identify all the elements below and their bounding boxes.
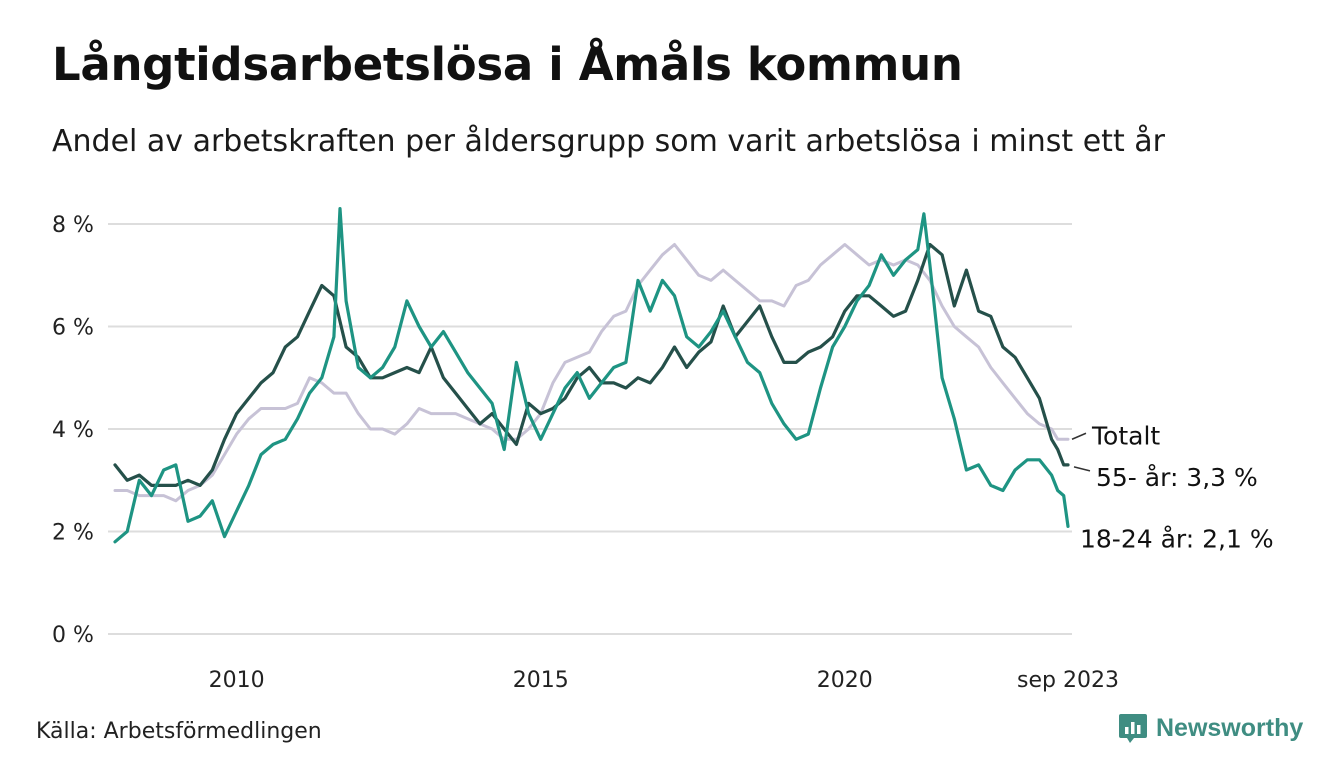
x-tick-label: sep 2023 <box>1017 668 1119 693</box>
grid-layer: 0 % 2 % 4 % 6 % 8 % 2010 2015 2020 sep 2023 <box>52 213 1119 693</box>
y-tick-label: 0 % <box>52 623 94 648</box>
label-layer: Totalt 55- år: 3,3 % 18-24 år: 2,1 % <box>1071 421 1274 553</box>
series-end-label: Totalt <box>1091 421 1160 450</box>
label-leader <box>1071 432 1087 440</box>
chart-title: Långtidsarbetslösa i Åmåls kommun <box>52 38 963 91</box>
label-leader <box>1073 466 1091 472</box>
x-tick-label: 2010 <box>209 668 265 693</box>
x-tick-label: 2020 <box>817 668 873 693</box>
y-tick-label: 4 % <box>52 418 94 443</box>
series-line-55-r <box>113 242 1070 487</box>
series-layer <box>113 207 1070 544</box>
chart-subtitle: Andel av arbetskraften per åldersgrupp s… <box>52 124 1165 159</box>
brand-logo: Newsworthy <box>1118 712 1303 744</box>
y-tick-label: 2 % <box>52 521 94 546</box>
brand-name: Newsworthy <box>1156 713 1304 742</box>
series-line-totalt <box>113 243 1070 503</box>
series-end-label: 55- år: 3,3 % <box>1096 463 1258 492</box>
y-tick-label: 6 % <box>52 316 94 341</box>
line-chart: 0 % 2 % 4 % 6 % 8 % 2010 2015 2020 sep 2023 Tota… <box>52 207 1274 693</box>
x-tick-label: 2015 <box>513 668 569 693</box>
y-tick-label: 8 % <box>52 213 94 238</box>
series-end-label: 18-24 år: 2,1 % <box>1080 524 1274 553</box>
newsworthy-chart-logo-icon <box>1119 714 1147 743</box>
series-line-18-24-r <box>113 207 1070 544</box>
source-note: Källa: Arbetsförmedlingen <box>36 719 322 744</box>
